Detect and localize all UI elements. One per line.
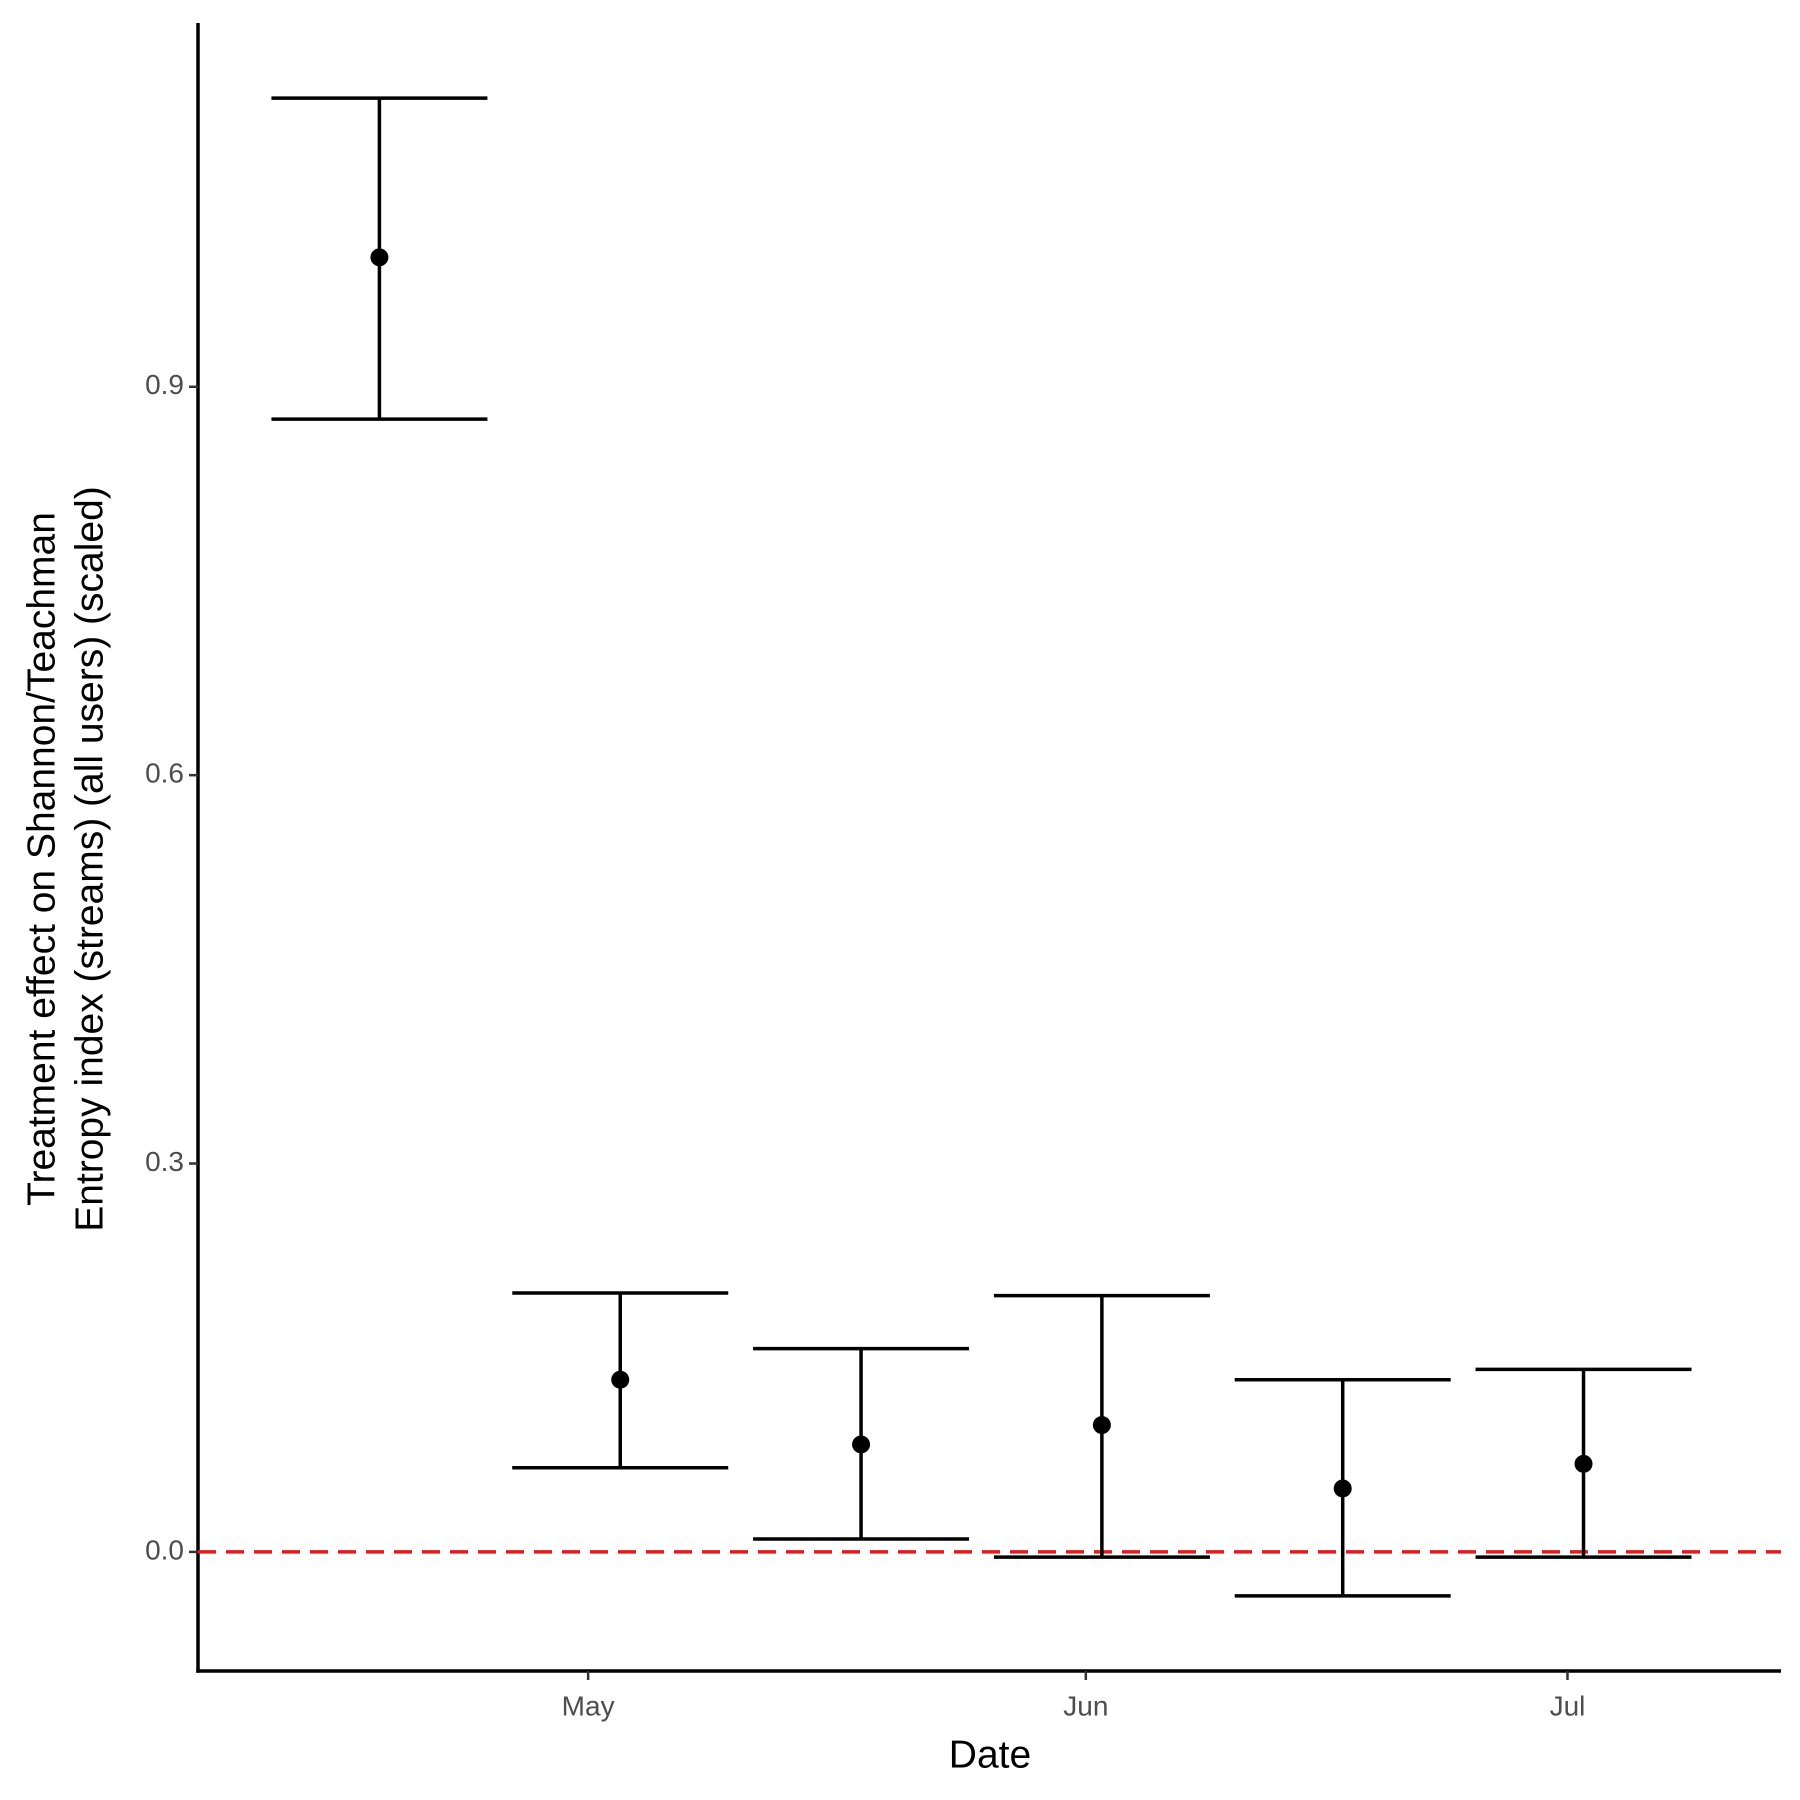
y-tick-label: 0.6 [145,758,184,789]
y-tick-label: 0.0 [145,1534,184,1565]
y-tick-label: 0.3 [145,1146,184,1177]
y-tick-label: 0.9 [145,369,184,400]
y-axis-title: Treatment effect on Shannon/Teachman [20,512,63,1206]
point-estimate [611,1370,630,1389]
x-tick-label: Jun [1063,1690,1108,1721]
point-estimate [1333,1479,1352,1498]
x-tick-label: Jul [1550,1690,1586,1721]
point-estimate [852,1435,871,1454]
point-estimate [370,248,389,267]
y-axis-title: Entropy index (streams) (all users) (sca… [68,486,111,1232]
point-estimate [1574,1454,1593,1473]
x-axis-title: Date [949,1733,1031,1776]
x-tick-label: May [562,1690,615,1721]
point-estimate [1092,1416,1111,1435]
